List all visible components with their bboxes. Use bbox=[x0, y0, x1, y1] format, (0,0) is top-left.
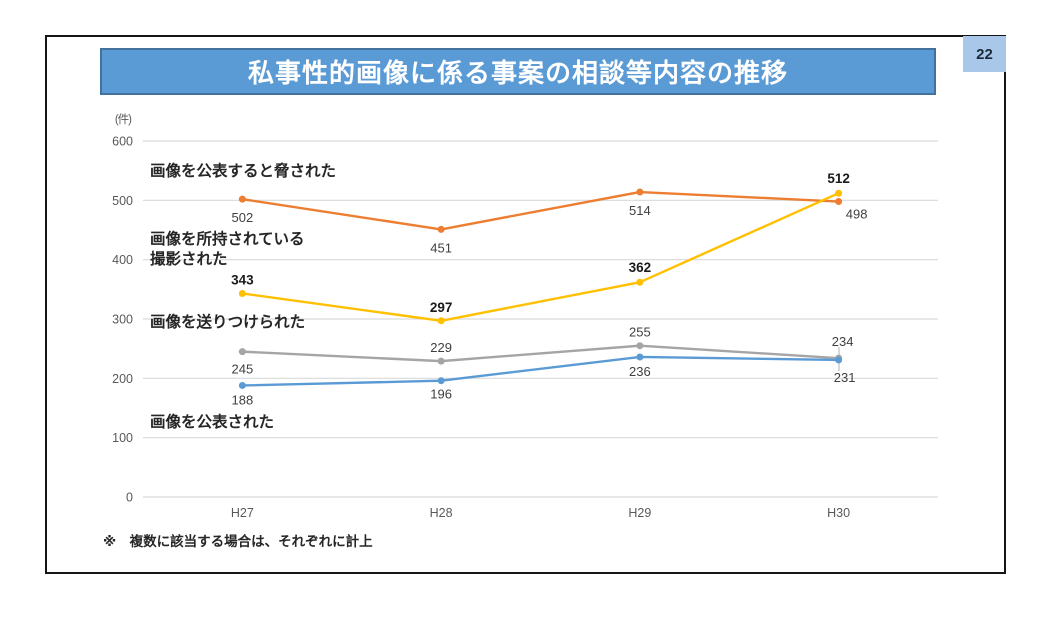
data-label: 498 bbox=[846, 207, 868, 222]
series-line bbox=[241, 344, 840, 363]
x-tick-label: H29 bbox=[628, 506, 651, 520]
y-tick-label: 0 bbox=[126, 491, 133, 505]
data-label: 512 bbox=[827, 171, 850, 186]
page-number: 22 bbox=[976, 45, 993, 63]
x-tick-label: H27 bbox=[231, 506, 254, 520]
series-annotation: 画像を公表された bbox=[150, 412, 274, 431]
page-title: 私事性的画像に係る事案の相談等内容の推移 bbox=[247, 58, 788, 88]
y-tick-label: 100 bbox=[112, 431, 133, 445]
y-tick-label: 400 bbox=[112, 253, 133, 267]
data-label: 502 bbox=[232, 210, 254, 225]
data-label: 297 bbox=[430, 300, 453, 315]
series-annotation: 画像を公表すると脅された bbox=[150, 161, 336, 180]
series-line bbox=[241, 192, 840, 322]
data-point-marker bbox=[238, 381, 246, 389]
data-label: 236 bbox=[629, 364, 651, 379]
data-point-marker bbox=[437, 357, 445, 365]
data-point-marker bbox=[437, 377, 445, 385]
title-banner: 私事性的画像に係る事案の相談等内容の推移 bbox=[100, 48, 936, 95]
series-line bbox=[241, 355, 840, 387]
data-point-marker bbox=[238, 195, 246, 203]
data-point-marker bbox=[835, 189, 843, 197]
data-label: 451 bbox=[430, 240, 452, 255]
x-tick-label: H28 bbox=[430, 506, 453, 520]
y-tick-label: 300 bbox=[112, 313, 133, 327]
data-point-marker bbox=[835, 356, 843, 364]
data-point-marker bbox=[636, 278, 644, 286]
data-label: 255 bbox=[629, 325, 651, 340]
series-line bbox=[241, 190, 840, 231]
series-annotation: 画像を送りつけられた bbox=[150, 312, 305, 331]
y-tick-label: 500 bbox=[112, 194, 133, 208]
data-point-marker bbox=[835, 198, 843, 206]
data-label: 343 bbox=[231, 272, 254, 287]
x-tick-label: H30 bbox=[827, 506, 850, 520]
footnote: ※ 複数に該当する場合は、それぞれに計上 bbox=[103, 534, 373, 549]
y-tick-label: 600 bbox=[112, 135, 133, 149]
y-axis-unit-label: (件) bbox=[114, 114, 132, 126]
data-point-marker bbox=[437, 317, 445, 325]
data-label: 196 bbox=[430, 387, 452, 402]
data-point-marker bbox=[238, 289, 246, 297]
data-label: 234 bbox=[832, 334, 854, 349]
data-label: 188 bbox=[232, 392, 254, 407]
data-point-marker bbox=[636, 353, 644, 361]
data-label: 229 bbox=[430, 340, 452, 355]
y-tick-label: 200 bbox=[112, 372, 133, 386]
series-annotation: 撮影された bbox=[150, 249, 228, 268]
data-point-marker bbox=[636, 342, 644, 350]
data-label: 245 bbox=[232, 362, 254, 377]
data-point-marker bbox=[437, 225, 445, 233]
data-point-marker bbox=[636, 188, 644, 196]
series-annotation: 画像を所持されている bbox=[150, 229, 305, 248]
data-point-marker bbox=[238, 348, 246, 356]
data-label: 231 bbox=[834, 370, 856, 385]
data-label: 514 bbox=[629, 203, 651, 218]
data-label: 362 bbox=[629, 260, 652, 275]
page-number-badge: 22 bbox=[963, 36, 1006, 72]
